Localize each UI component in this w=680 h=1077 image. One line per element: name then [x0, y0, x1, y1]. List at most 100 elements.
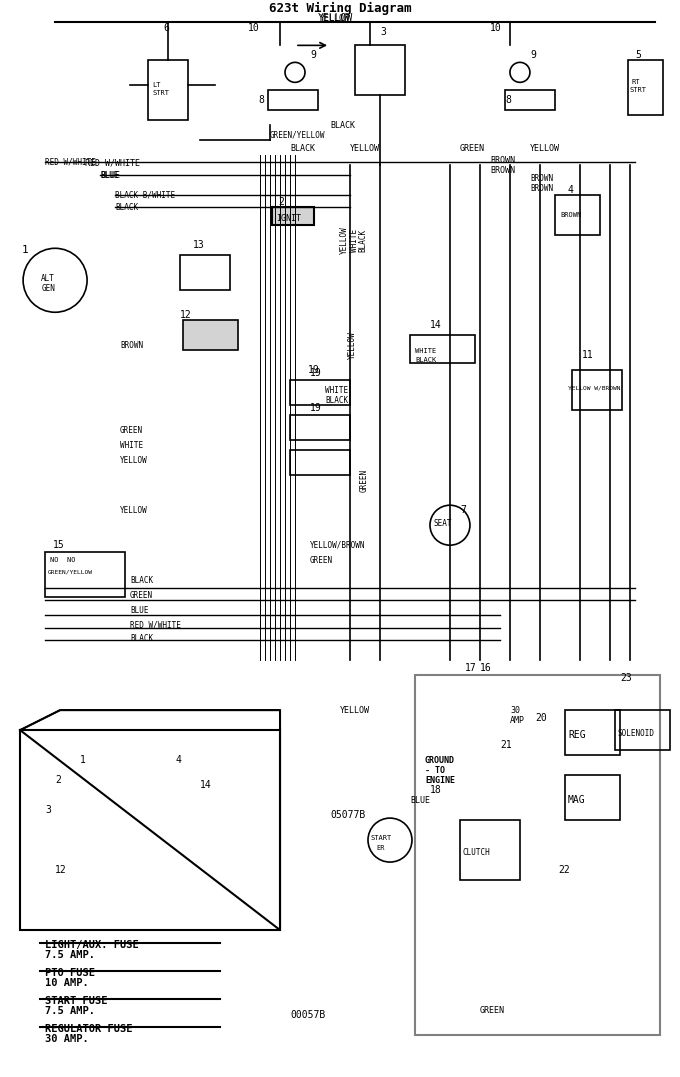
- Text: 7.5 AMP.: 7.5 AMP.: [45, 1006, 95, 1016]
- Text: WHITE: WHITE: [120, 440, 143, 450]
- Text: SEAT: SEAT: [434, 519, 452, 528]
- Text: 12: 12: [180, 310, 192, 320]
- Text: 10: 10: [248, 24, 260, 33]
- Text: START FUSE: START FUSE: [45, 996, 107, 1006]
- Text: 30: 30: [510, 705, 520, 715]
- Text: 4: 4: [175, 755, 181, 765]
- Text: RT: RT: [632, 80, 641, 85]
- Text: 14: 14: [200, 780, 211, 791]
- Bar: [415, 675, 660, 1035]
- Text: GREEN: GREEN: [460, 144, 485, 153]
- Text: WHITE: WHITE: [325, 386, 348, 395]
- Text: 30 AMP.: 30 AMP.: [45, 1034, 89, 1044]
- Text: 15: 15: [53, 541, 65, 550]
- Text: 18: 18: [430, 785, 442, 795]
- Text: BLUE: BLUE: [410, 796, 430, 805]
- Text: REGULATOR FUSE: REGULATOR FUSE: [45, 1024, 133, 1034]
- Text: BLACK: BLACK: [115, 202, 138, 212]
- Text: GROUND: GROUND: [425, 756, 455, 765]
- Bar: [45, 553, 125, 597]
- Text: 1: 1: [80, 755, 86, 765]
- Text: GREEN: GREEN: [130, 590, 153, 600]
- Circle shape: [430, 505, 470, 545]
- Text: 13: 13: [193, 240, 205, 250]
- Bar: [572, 370, 622, 410]
- Text: RED W/WHITE: RED W/WHITE: [85, 158, 140, 168]
- Text: ENGINE: ENGINE: [425, 775, 455, 785]
- Text: 10: 10: [490, 24, 502, 33]
- Text: 3: 3: [380, 27, 386, 38]
- Text: 8: 8: [258, 96, 264, 106]
- Bar: [565, 775, 620, 820]
- Text: YELLOW: YELLOW: [120, 456, 148, 464]
- Bar: [180, 255, 230, 291]
- Text: 7: 7: [460, 505, 466, 515]
- Bar: [290, 450, 350, 475]
- Text: CLUTCH: CLUTCH: [463, 848, 491, 856]
- Bar: [615, 710, 670, 750]
- Text: 21: 21: [500, 740, 511, 750]
- Text: BLACK: BLACK: [330, 121, 355, 130]
- Text: PTO FUSE: PTO FUSE: [45, 968, 95, 978]
- Text: GREEN/YELLOW: GREEN/YELLOW: [270, 130, 326, 140]
- Text: YELLOW/BROWN: YELLOW/BROWN: [310, 541, 366, 549]
- Text: - TO: - TO: [425, 766, 445, 774]
- Text: 20: 20: [535, 713, 547, 723]
- Text: BLUE: BLUE: [100, 171, 120, 180]
- Bar: [272, 207, 314, 225]
- Bar: [565, 710, 620, 755]
- Text: YELLOW: YELLOW: [120, 506, 148, 515]
- Text: 19: 19: [310, 368, 322, 378]
- Bar: [460, 820, 520, 880]
- Text: 16: 16: [480, 663, 492, 673]
- Bar: [555, 195, 600, 235]
- Circle shape: [23, 249, 87, 312]
- Text: BROWN: BROWN: [490, 166, 515, 174]
- Text: NO  NO: NO NO: [50, 557, 75, 563]
- Bar: [410, 335, 475, 363]
- Text: BLACK: BLACK: [290, 144, 315, 153]
- Text: 9: 9: [530, 51, 536, 60]
- Text: 2: 2: [55, 775, 61, 785]
- Text: RED W/WHITE: RED W/WHITE: [130, 620, 181, 630]
- Text: GREEN: GREEN: [480, 1006, 505, 1015]
- Text: YELLOW W/BROWN: YELLOW W/BROWN: [568, 386, 620, 391]
- Text: 8: 8: [505, 96, 511, 106]
- Text: BLUE: BLUE: [130, 605, 148, 615]
- Text: BROWN: BROWN: [560, 212, 581, 219]
- Bar: [20, 730, 280, 931]
- Text: BROWN: BROWN: [530, 173, 553, 183]
- Text: MAG: MAG: [568, 795, 585, 806]
- Text: 9: 9: [310, 51, 316, 60]
- Text: WHITE: WHITE: [415, 348, 437, 354]
- Text: YELLOW: YELLOW: [340, 226, 349, 254]
- Text: 3: 3: [45, 806, 51, 815]
- Text: REG: REG: [568, 730, 585, 740]
- Text: BLACK: BLACK: [415, 358, 437, 363]
- Bar: [183, 320, 238, 350]
- Text: YELLOW: YELLOW: [320, 14, 350, 23]
- Bar: [355, 45, 405, 96]
- Text: ALT: ALT: [41, 274, 55, 283]
- Text: WHITE: WHITE: [350, 228, 359, 252]
- Text: GEN: GEN: [41, 283, 55, 293]
- Text: 22: 22: [558, 865, 570, 876]
- Text: BLUE: BLUE: [100, 171, 118, 180]
- Text: BROWN: BROWN: [120, 340, 143, 350]
- Bar: [290, 380, 350, 405]
- Circle shape: [510, 62, 530, 82]
- Text: BROWN: BROWN: [490, 156, 515, 165]
- Text: STRT: STRT: [152, 90, 169, 96]
- Text: 623t Wiring Diagram: 623t Wiring Diagram: [269, 2, 411, 15]
- Text: BLACK B/WHITE: BLACK B/WHITE: [115, 191, 175, 200]
- Text: 6: 6: [163, 24, 169, 33]
- Text: 5: 5: [635, 51, 641, 60]
- Text: BLACK: BLACK: [130, 576, 153, 585]
- Text: 4: 4: [568, 185, 574, 195]
- Circle shape: [285, 62, 305, 82]
- Text: 14: 14: [430, 320, 442, 331]
- Bar: [628, 60, 663, 115]
- Text: IGNIT: IGNIT: [276, 214, 301, 223]
- Text: YELLOW: YELLOW: [350, 144, 380, 153]
- Text: SOLENOID: SOLENOID: [618, 729, 655, 738]
